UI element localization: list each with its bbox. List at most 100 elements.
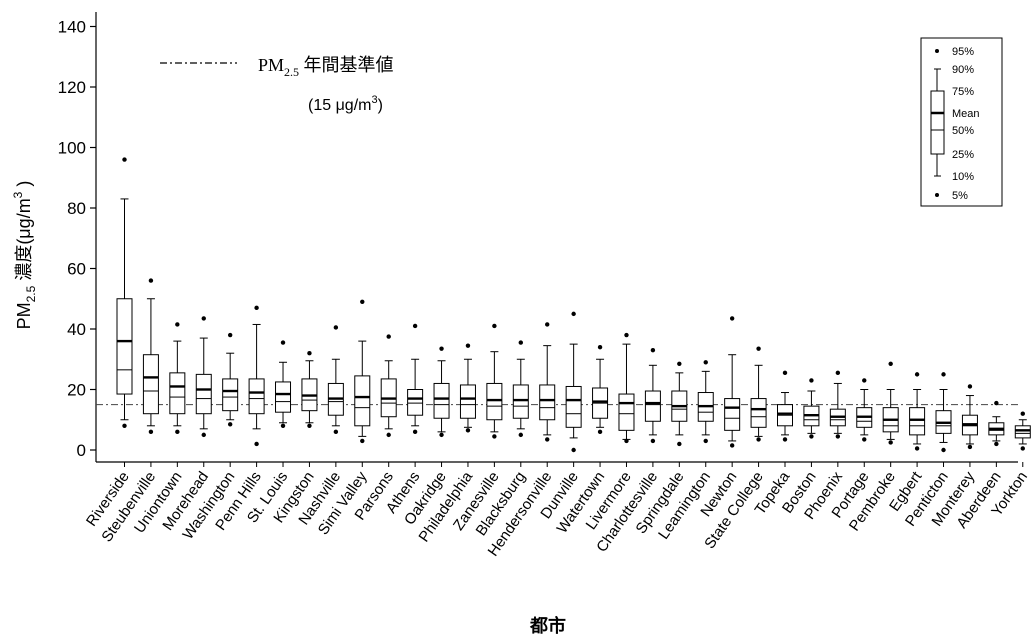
p5-dot [597,429,603,435]
iqr-box [222,378,239,412]
box-penticton [935,372,952,453]
iqr-box [539,384,556,421]
box-philadelphia [459,343,476,433]
p5-dot [1020,446,1025,451]
p5-dot [254,441,259,447]
y-tick-label: 120 [58,78,86,97]
p5-dot [941,447,946,453]
box-legend: 95% 90% 75% Mean 50% 25% 10% 5% [920,37,1003,207]
box-monterey [961,384,978,450]
p95-dot [782,370,788,376]
iqr-box [407,389,424,416]
box-uniontown [169,322,186,435]
box-portage [856,378,873,442]
y-axis-label: PM2.5 濃度(μg/m3 ) [11,181,38,330]
iqr-box [1014,425,1031,439]
p95-dot [677,361,682,366]
p95-dot [412,323,418,329]
p95-dot [941,372,946,377]
box-blacksburg [512,340,529,438]
p5-dot [571,447,576,453]
box-watertown [592,344,609,435]
p95-dot [835,370,841,376]
legend-label-50: 50% [952,125,974,137]
box-simi-valley [354,299,371,444]
p95-dot [994,400,999,406]
p5-dot [545,437,550,442]
p5-dot [624,438,629,444]
iqr-box [486,382,503,421]
y-tick-label: 100 [58,139,86,158]
iqr-box [724,398,741,431]
box-boston [803,378,820,439]
iqr-box [195,373,212,415]
box-zanesville [486,323,503,439]
y-tick-label: 80 [67,199,86,218]
p95-dot [227,332,233,338]
box-kingston [301,351,318,428]
legend-p5-dot [935,193,939,197]
p95-dot [756,346,761,351]
box-oakridge [433,346,450,438]
box-washington [222,332,239,427]
box-topeka [777,370,793,442]
p5-dot [412,429,418,435]
p95-dot [862,378,867,383]
p95-dot [280,340,286,345]
legend-label-90: 90% [952,64,974,76]
y-tick-label: 60 [67,260,86,279]
box-state-college [750,346,767,442]
p5-dot [307,423,312,428]
legend-label-75: 75% [952,86,974,98]
p95-dot [597,344,603,350]
p95-dot [175,322,180,327]
box-parsons [380,334,397,438]
p5-dot [729,443,735,448]
box-livermore [618,332,635,444]
p95-dot [624,332,629,338]
legend-label-mean: Mean [952,108,980,120]
iqr-box [750,398,767,428]
p5-dot [809,434,814,439]
box-steubenville [142,278,159,435]
box-hendersonville [539,322,556,442]
y-tick-label: 140 [58,18,86,37]
p95-dot [518,340,523,345]
box-charlottesville [644,347,661,444]
p5-dot [465,428,471,433]
p5-dot [888,440,893,445]
p95-dot [545,322,550,327]
p95-dot [439,346,444,351]
p5-dot [518,432,523,438]
box-dunville [565,311,582,453]
p5-dot [914,446,920,451]
p95-dot [148,278,154,283]
box-egbert [909,372,926,451]
p5-dot [677,441,682,447]
x-axis-label: 都市 [529,615,566,636]
legend-label-5: 5% [952,190,968,202]
p95-dot [122,157,127,162]
y-tick-label: 0 [77,441,86,460]
p5-dot [756,437,761,442]
legend-label-95: 95% [952,46,974,58]
box-newton [724,316,741,448]
iqr-box [354,375,371,427]
box-nashville [327,325,344,435]
p95-dot [650,347,656,353]
p95-dot [571,311,576,317]
legend-label-10: 10% [952,171,974,183]
p5-dot [492,434,497,439]
p5-dot [280,423,286,428]
p95-dot [201,316,206,321]
p5-dot [360,438,365,444]
p95-dot [1020,411,1025,416]
p5-dot [175,429,180,435]
p95-dot [967,384,973,389]
iqr-box [275,381,292,413]
p5-dot [439,432,444,438]
reference-legend: PM2.5 年間基準値 (15 μg/m3) [160,55,394,114]
box-pembroke [882,361,899,445]
p95-dot [703,360,708,365]
